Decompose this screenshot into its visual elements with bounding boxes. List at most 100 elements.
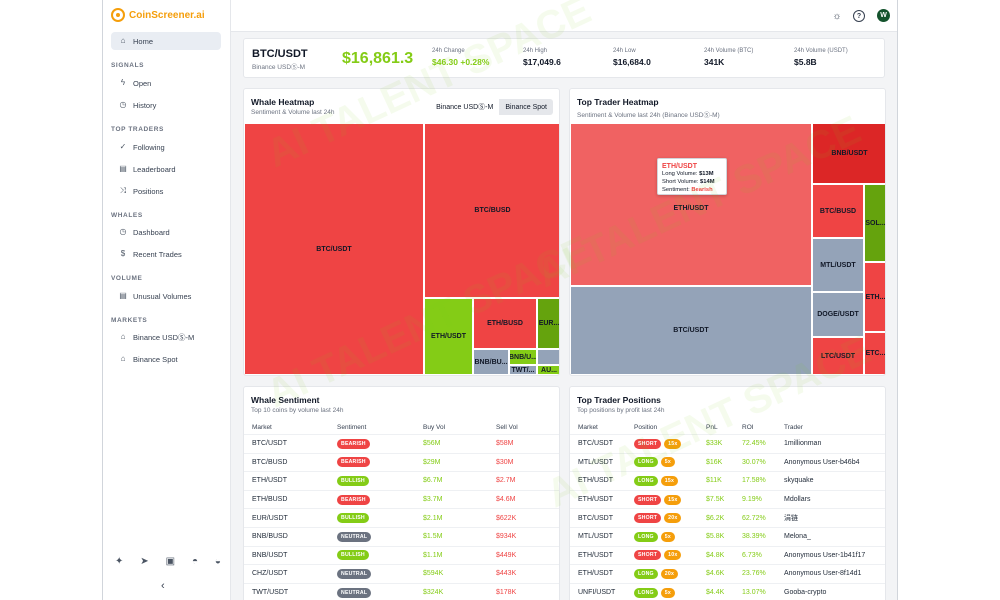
table-row[interactable]: ETH/USDT LONG 15x $11K 17.58% skyquake	[570, 472, 885, 491]
sentiment-badge: NEUTRAL	[337, 568, 372, 579]
table-row[interactable]: ETH/BUSD BEARISH $3.7M $4.6M	[244, 491, 559, 510]
android-alt-icon[interactable]: ◒	[214, 556, 221, 567]
table-row[interactable]: BNB/BUSD NEUTRAL $1.5M $934K	[244, 528, 559, 547]
twitter-icon[interactable]: ✦	[115, 556, 124, 567]
ticker-symbol[interactable]: BTC/USDT	[252, 48, 308, 60]
tile-btc-busd[interactable]: BTC/BUSD	[424, 123, 559, 298]
table-row[interactable]: MTL/USDT LONG 5x $16K 30.07% Anonymous User-b…	[570, 454, 885, 473]
trader-cell[interactable]: Anonymous User-1b41f17	[784, 551, 866, 559]
tile-etc-usdt[interactable]: ETC...	[864, 332, 885, 375]
android-icon[interactable]: ◓	[191, 556, 198, 567]
trader-cell[interactable]: Gooba-crypto	[784, 589, 827, 597]
sidebar-item-recent-trades[interactable]: $ Recent Trades	[120, 249, 182, 259]
market-cell: BTC/USDT	[252, 440, 287, 448]
market-toggle: Binance USDⓈ-M Binance Spot	[430, 99, 553, 115]
table-row[interactable]: UNFI/USDT LONG 5x $4.4K 13.07% Gooba-crypto	[570, 584, 885, 600]
table-row[interactable]: BTC/USDT BEARISH $56M $58M	[244, 435, 559, 454]
leverage-badge: 15x	[664, 438, 682, 449]
sidebar-section-markets: MARKETS	[111, 317, 148, 324]
bank-icon: ⌂	[120, 354, 126, 363]
table-row[interactable]: BNB/USDT BULLISH $1.1M $449K	[244, 547, 559, 566]
help-icon[interactable]: ?	[853, 10, 865, 22]
leverage-badge: 5x	[660, 587, 675, 598]
side-badge: LONG	[634, 587, 658, 598]
side-badge: SHORT	[634, 438, 662, 449]
logo[interactable]: CoinScreener.ai	[111, 7, 205, 23]
sidebar-item-following[interactable]: ✓ Following	[119, 142, 165, 152]
sell-volume-cell: $58M	[496, 440, 514, 448]
tile-small-a[interactable]	[537, 349, 559, 365]
trader-cell[interactable]: Anonymous User-b46b4	[784, 458, 860, 466]
collapse-sidebar-button[interactable]: ‹	[161, 580, 165, 592]
trader-cell[interactable]: skyquake	[784, 477, 814, 485]
roi-cell: 13.07%	[742, 589, 766, 597]
sentiment-cell: NEUTRAL	[337, 528, 372, 546]
theme-toggle-icon[interactable]: ☼	[832, 10, 842, 22]
sentiment-badge: BULLISH	[337, 475, 369, 486]
tile-eth-usdt[interactable]: ETH/USDT	[570, 123, 812, 286]
market-cell: ETH/USDT	[578, 477, 613, 485]
tile-doge-usdt[interactable]: DOGE/USDT	[812, 292, 864, 337]
ticker-summary: BTC/USDT Binance USDⓈ-M $16,861.3 24h Ch…	[243, 38, 885, 78]
buy-volume-cell: $1.5M	[423, 533, 443, 541]
sidebar-item-unusual-volumes[interactable]: ▤ Unusual Volumes	[119, 291, 192, 301]
table-row[interactable]: ETH/USDT SHORT 10x $4.8K 6.73% Anonymous User…	[570, 547, 885, 566]
table-row[interactable]: ETH/USDT BULLISH $6.7M $2.7M	[244, 472, 559, 491]
tile-bnb-usdt[interactable]: BNB/USDT	[812, 123, 885, 184]
tile-btc-usdt[interactable]: BTC/USDT	[244, 123, 424, 375]
tile-bnb-usdt[interactable]: BNB/U...	[509, 349, 537, 365]
sidebar-item-binance-spot[interactable]: ⌂ Binance Spot	[120, 354, 178, 364]
table-row[interactable]: EUR/USDT BULLISH $2.1M $622K	[244, 509, 559, 528]
sidebar-item-history[interactable]: ◷ History	[119, 100, 157, 110]
position-cell: SHORT 15x	[634, 435, 682, 453]
tile-mtl-usdt[interactable]: MTL/USDT	[812, 238, 864, 292]
table-row[interactable]: BTC/USDT SHORT 20x $6.2K 62.72% 涓链	[570, 509, 885, 528]
telegram-icon[interactable]: ➤	[140, 556, 149, 567]
side-badge: SHORT	[634, 550, 662, 561]
sidebar-item-open[interactable]: ϟ Open	[120, 78, 152, 88]
tile-eth-busd[interactable]: ETH...	[864, 262, 885, 332]
table-row[interactable]: MTL/USDT LONG 5x $5.8K 38.39% Melona_	[570, 528, 885, 547]
table-row[interactable]: ETH/USDT LONG 20x $4.6K 23.76% Anonymous User…	[570, 565, 885, 584]
leverage-badge: 10x	[664, 550, 682, 561]
tile-eth-usdt[interactable]: ETH/USDT	[424, 298, 473, 375]
bolt-icon: ϟ	[120, 78, 126, 87]
table-row[interactable]: CHZ/USDT NEUTRAL $594K $443K	[244, 565, 559, 584]
trader-cell[interactable]: Anonymous User-8f14d1	[784, 570, 862, 578]
table-row[interactable]: BTC/USDT SHORT 15x $33K 72.45% 1millionman	[570, 435, 885, 454]
trader-cell[interactable]: Melona_	[784, 533, 811, 541]
toggle-binance-spot[interactable]: Binance Spot	[499, 99, 553, 115]
market-cell: BNB/USDT	[252, 551, 288, 559]
trader-cell[interactable]: Mdollars	[784, 496, 811, 504]
tile-au[interactable]: AU...	[537, 365, 559, 375]
sidebar-item-dashboard[interactable]: ◷ Dashboard	[119, 227, 170, 237]
sentiment-cell: BULLISH	[337, 547, 369, 565]
tile-sol-usdt[interactable]: SOL...	[864, 184, 885, 262]
sidebar-item-positions[interactable]: ⤨ Positions	[119, 186, 164, 196]
tile-twt-usdt[interactable]: TWT/...	[509, 365, 537, 375]
home-icon: ⌂	[120, 36, 126, 45]
sidebar-item-home[interactable]: ⌂ Home	[111, 32, 221, 50]
tile-eur-usdt[interactable]: EUR...	[537, 298, 559, 349]
sidebar-item-binance-usdm[interactable]: ⌂ Binance USDⓈ-M	[120, 332, 195, 342]
image-icon[interactable]: ▣	[165, 556, 176, 567]
buy-volume-cell: $1.1M	[423, 551, 443, 559]
tile-bnb-busd[interactable]: BNB/BU...	[473, 349, 509, 375]
clock-icon: ◷	[119, 227, 127, 236]
avatar[interactable]: W	[877, 9, 890, 22]
table-row[interactable]: TWT/USDT NEUTRAL $324K $178K	[244, 584, 559, 600]
table-row[interactable]: BTC/BUSD BEARISH $29M $30M	[244, 454, 559, 473]
trader-positions-card: Top Trader Positions Top positions by pr…	[569, 386, 886, 600]
position-cell: SHORT 20x	[634, 509, 682, 527]
tile-ltc-usdt[interactable]: LTC/USDT	[812, 337, 864, 375]
tile-btc-busd[interactable]: BTC/BUSD	[812, 184, 864, 238]
bank-icon: ⌂	[120, 332, 126, 341]
trader-cell[interactable]: 1millionman	[784, 440, 822, 448]
tile-btc-usdt[interactable]: BTC/USDT	[570, 286, 812, 375]
market-cell: ETH/USDT	[252, 477, 287, 485]
toggle-binance-usdm[interactable]: Binance USDⓈ-M	[436, 104, 494, 111]
sidebar-item-leaderboard[interactable]: ▤ Leaderboard	[119, 164, 176, 174]
trader-cell[interactable]: 涓链	[784, 515, 798, 523]
table-row[interactable]: ETH/USDT SHORT 15x $7.5K 9.19% Mdollars	[570, 491, 885, 510]
tile-eth-busd[interactable]: ETH/BUSD	[473, 298, 537, 349]
